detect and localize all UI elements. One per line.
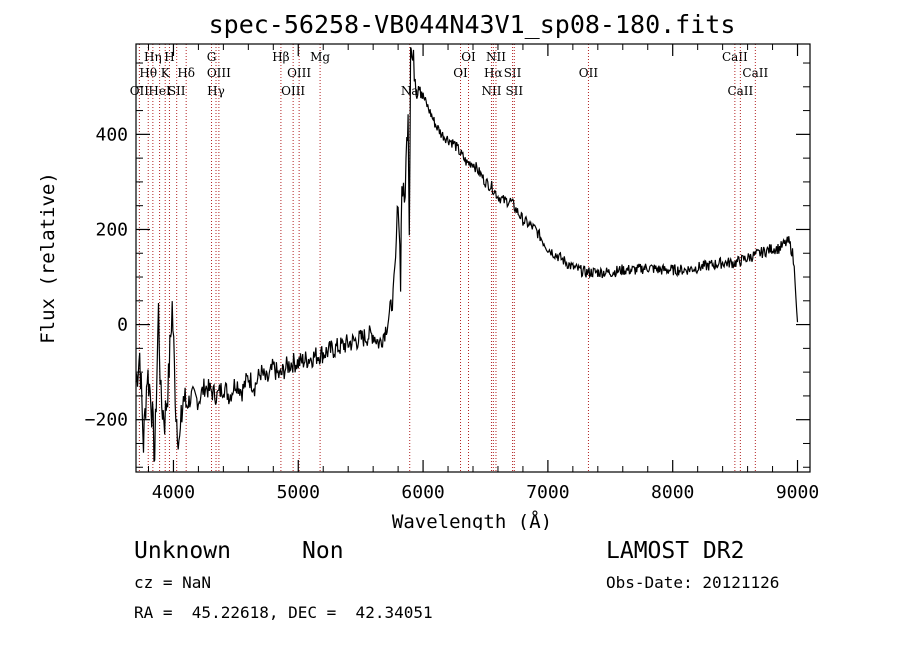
y-tick-label-1: 0: [117, 315, 128, 336]
y-tick-label-3: 400: [95, 124, 128, 145]
line-markers: OII Hθ Hη HeI KH SII Hδ G Hγ OIII Hβ OIII OIII Mg Na OI…: [130, 44, 768, 472]
obs-date-text: Obs-Date: 20121126: [606, 573, 780, 592]
y-tick-label-2: 200: [95, 219, 128, 240]
x-tick-label-1: 5000: [277, 482, 320, 503]
coordinates-text: RA = 45.22618, DEC = 42.34051: [134, 603, 433, 622]
axis-ticks: 4000 5000 6000 7000 8000 9000 −200 0 200 400: [85, 44, 819, 503]
line-marker-label-7: Hδ: [177, 66, 195, 80]
line-marker-label-11: Hβ: [272, 50, 289, 64]
line-marker-label-26: CaII: [742, 66, 768, 80]
line-marker-label-23: OII: [579, 66, 599, 80]
line-marker-label-10: OIII: [207, 66, 231, 80]
spectrum-line: [135, 47, 799, 462]
line-marker-label-18: NII: [481, 84, 501, 98]
y-axis-label: Flux (relative): [37, 172, 59, 344]
subclass-text: Non: [302, 538, 344, 564]
x-tick-label-3: 7000: [526, 482, 569, 503]
x-tick-label-4: 8000: [651, 482, 694, 503]
plot-frame: [135, 43, 811, 473]
line-marker-label-8: G: [207, 50, 217, 64]
line-marker-label-15: Na: [401, 84, 419, 98]
y-tick-label-0: −200: [85, 410, 128, 431]
line-marker-label-5: H: [164, 50, 174, 64]
line-marker-label-20: NII: [486, 50, 506, 64]
line-marker-label-13: OIII: [287, 66, 311, 80]
redshift-text: cz = NaN: [134, 573, 212, 592]
line-marker-label-12: OIII: [281, 84, 305, 98]
line-marker-label-1: Hθ: [139, 66, 157, 80]
x-tick-label-5: 9000: [776, 482, 819, 503]
line-marker-label-9: Hγ: [207, 84, 225, 98]
line-marker-label-17: OI: [461, 50, 476, 64]
line-marker-label-21: SII: [504, 66, 522, 80]
x-axis-label: Wavelength (Å): [392, 510, 552, 530]
line-marker-label-4: K: [161, 66, 171, 80]
line-marker-label-24: CaII: [722, 50, 748, 64]
spectrum-plot: spec-56258-VB044N43V1_sp08-180.fits OIIH…: [37, 10, 819, 530]
classification-text: Unknown: [134, 538, 231, 564]
line-marker-label-0: OII: [130, 84, 150, 98]
survey-text: LAMOST DR2: [606, 538, 745, 564]
line-marker-label-25: CaII: [727, 84, 753, 98]
line-marker-label-19: Hα: [484, 66, 503, 80]
x-tick-label-0: 4000: [152, 482, 195, 503]
line-marker-label-14: Mg: [310, 50, 330, 64]
chart-title: spec-56258-VB044N43V1_sp08-180.fits: [209, 10, 736, 39]
x-tick-label-2: 6000: [401, 482, 444, 503]
line-marker-label-3: HeI: [148, 84, 171, 98]
line-marker-label-16: OI: [453, 66, 468, 80]
line-marker-label-22: SII: [505, 84, 523, 98]
line-marker-label-2: Hη: [144, 50, 162, 64]
line-marker-label-6: SII: [168, 84, 186, 98]
